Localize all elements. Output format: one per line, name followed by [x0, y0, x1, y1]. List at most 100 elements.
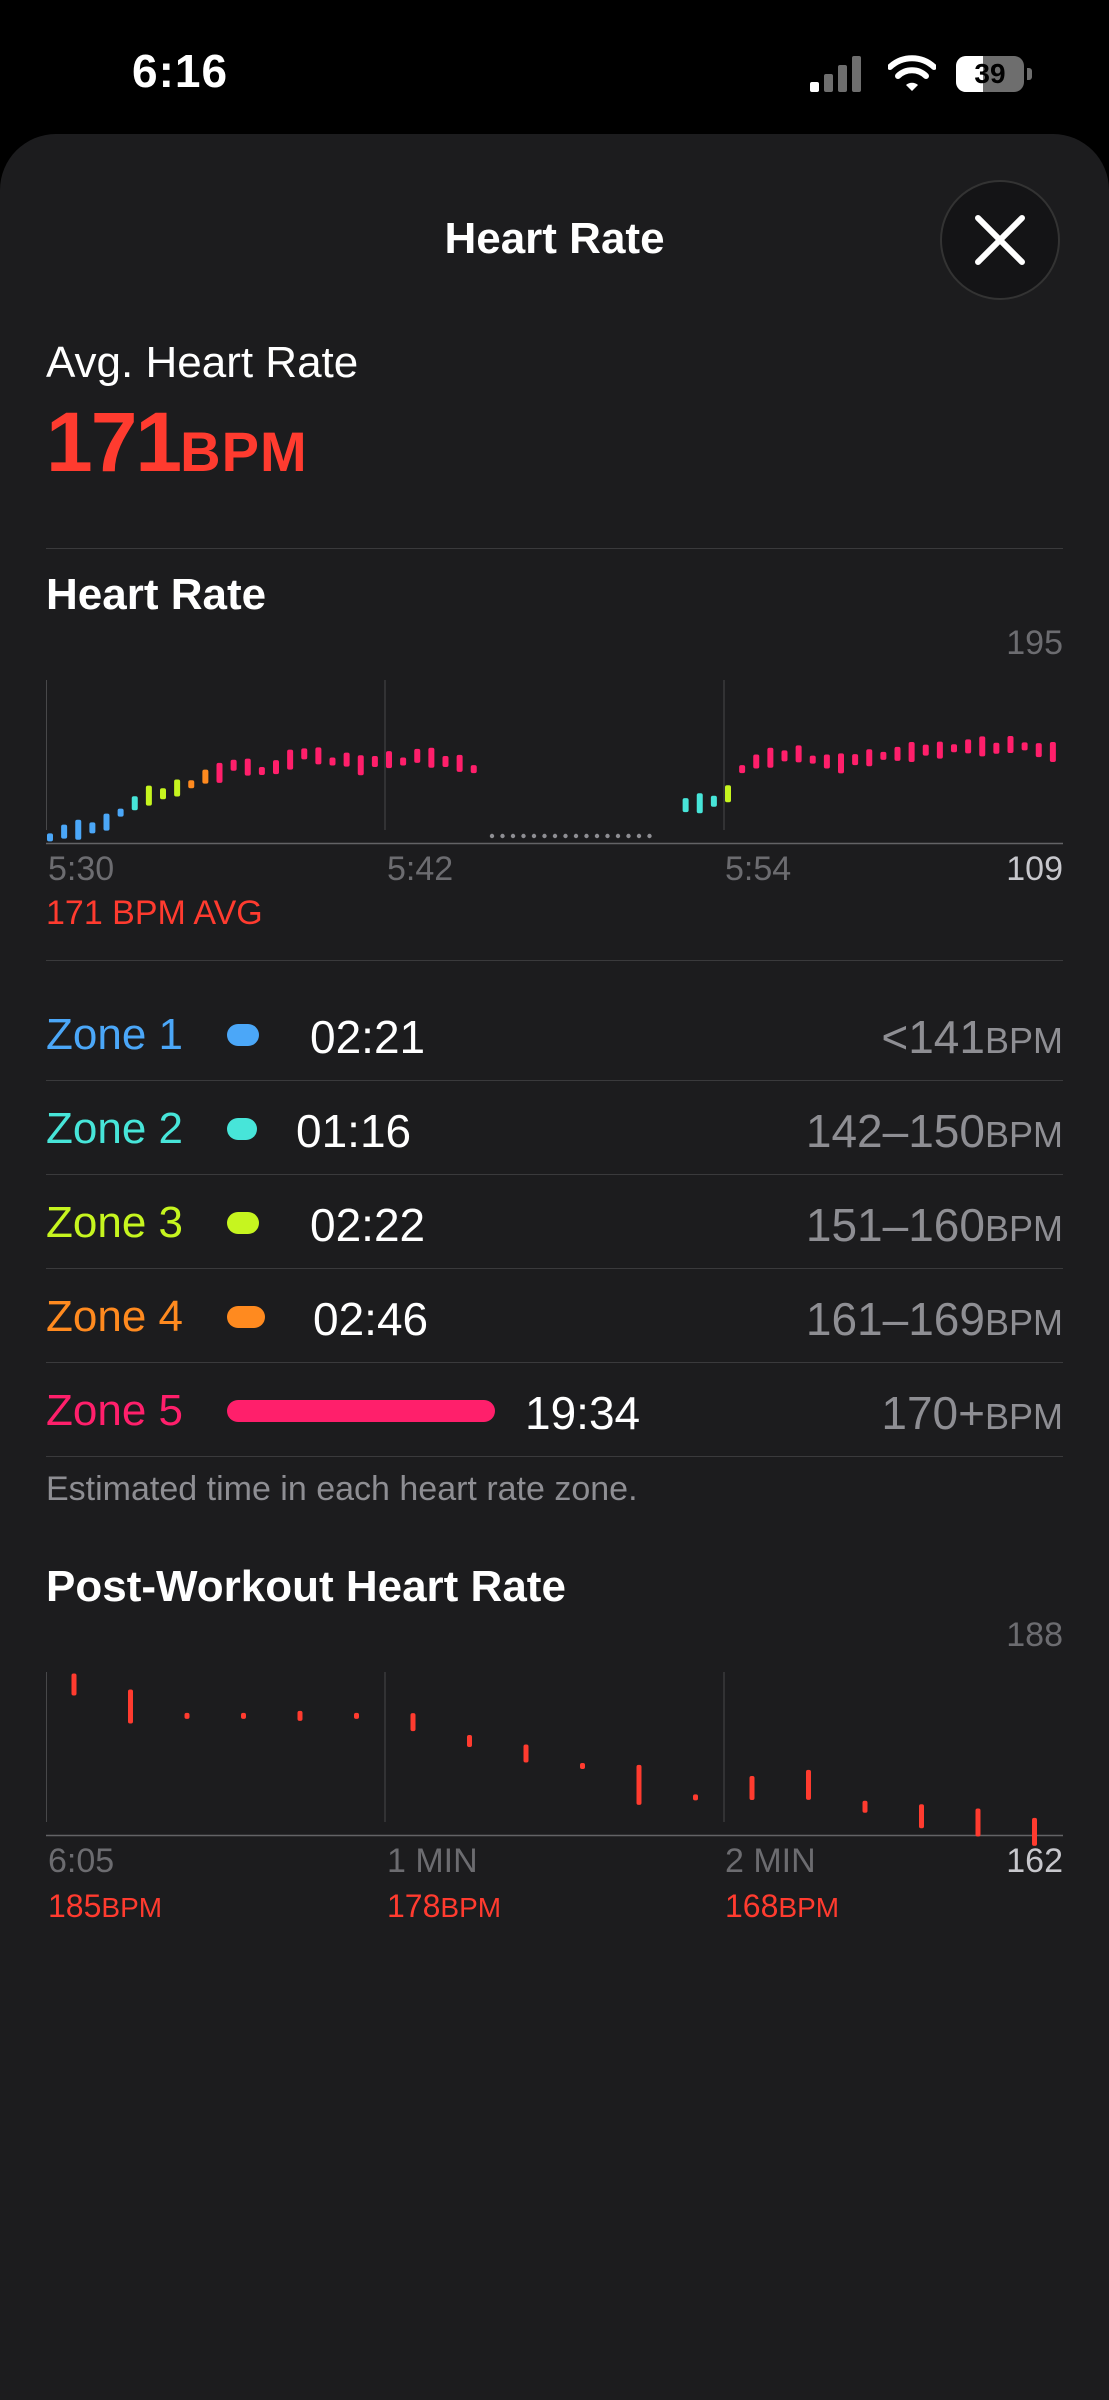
zone-range-unit: BPM	[984, 1114, 1063, 1155]
zone-row: Zone 4 02:46 161–169BPM	[46, 1270, 1063, 1363]
hr-data-point	[244, 758, 251, 776]
zones-footnote: Estimated time in each heart rate zone.	[46, 1470, 638, 1508]
hr-data-point	[979, 736, 986, 757]
paused-indicator-dot	[489, 833, 495, 839]
hr-data-point	[202, 769, 209, 784]
post-x-label-2: 1 MIN	[387, 1842, 478, 1880]
post-bpm-label-3: 168BPM	[725, 1888, 839, 1925]
hr-data-point	[371, 756, 378, 767]
zone-time: 19:34	[525, 1387, 641, 1439]
avg-value-unit: BPM	[180, 420, 308, 483]
post-y-max-label: 188	[1006, 1616, 1063, 1654]
hr-data-point	[470, 765, 477, 774]
hr-data-point	[1035, 743, 1042, 758]
paused-indicator-dot	[584, 833, 589, 839]
paused-indicator-dot	[510, 833, 516, 839]
avg-heart-rate-value: 171BPM	[46, 394, 308, 491]
divider	[46, 960, 1063, 961]
hr-data-point	[795, 745, 802, 763]
zone-range-value: 170+	[881, 1387, 985, 1439]
avg-heart-rate-label: Avg. Heart Rate	[46, 338, 359, 387]
post-bpm-unit: BPM	[440, 1892, 502, 1923]
hr-data-point	[357, 755, 364, 776]
post-hr-data-point	[919, 1804, 924, 1829]
close-button[interactable]	[940, 180, 1060, 300]
battery-level: 39	[974, 58, 1006, 89]
post-x-label-1: 6:05	[48, 1842, 115, 1880]
hr-data-point	[739, 765, 746, 774]
zone-time: 02:22	[310, 1199, 426, 1251]
zone-bar	[227, 1400, 495, 1422]
sheet-title: Heart Rate	[444, 214, 665, 263]
post-hr-data-point	[749, 1775, 755, 1800]
battery-icon: 39	[956, 56, 1034, 92]
zone-range: <141BPM	[881, 1010, 1063, 1064]
zone-time: 01:16	[296, 1105, 412, 1157]
zone-bar	[227, 1212, 259, 1234]
zone-range: 170+BPM	[881, 1386, 1063, 1440]
post-bpm-label-2: 178BPM	[387, 1888, 501, 1925]
post-bpm-value: 178	[387, 1888, 441, 1924]
zone-range: 151–160BPM	[806, 1198, 1063, 1252]
hr-data-point	[75, 819, 82, 840]
zone-range-value: 151–160	[805, 1199, 985, 1251]
paused-indicator-dot	[552, 833, 558, 839]
zone-row: Zone 5 19:34 170+BPM	[46, 1364, 1063, 1457]
hr-data-point	[951, 744, 957, 753]
zone-row: Zone 3 02:22 151–160BPM	[46, 1176, 1063, 1269]
hr-data-point	[965, 739, 972, 754]
hr-data-point	[880, 751, 887, 760]
zone-row: Zone 1 02:21 <141BPM	[46, 988, 1063, 1081]
hr-data-point	[1049, 742, 1056, 763]
hr-data-point	[753, 754, 760, 769]
paused-indicator-dot	[594, 833, 600, 839]
hr-data-point	[103, 813, 110, 831]
heart-rate-section-title: Heart Rate	[46, 570, 267, 619]
zone-time: 02:46	[313, 1293, 429, 1345]
paused-indicator-dot	[573, 833, 579, 839]
hr-data-point	[301, 748, 308, 760]
divider	[46, 1080, 1063, 1081]
hr-avg-caption: 171 BPM AVG	[46, 894, 263, 932]
hr-data-point	[131, 796, 138, 811]
post-hr-data-point	[354, 1712, 360, 1719]
zone-range-unit: BPM	[984, 1020, 1063, 1061]
paused-indicator-dot	[647, 833, 652, 839]
post-bpm-unit: BPM	[101, 1892, 163, 1923]
heart-rate-chart[interactable]	[46, 680, 1063, 980]
zone-range-unit: BPM	[984, 1208, 1063, 1249]
divider	[46, 1174, 1063, 1175]
hr-data-point	[908, 742, 915, 763]
post-hr-data-point	[805, 1769, 811, 1800]
hr-x-label-3: 5:54	[725, 850, 792, 888]
hr-data-point	[216, 762, 223, 783]
hr-data-point	[894, 746, 901, 761]
hr-data-point	[258, 766, 265, 775]
hr-data-point	[1021, 742, 1028, 751]
hr-data-point	[456, 754, 463, 772]
hr-data-point	[922, 744, 929, 756]
post-x-label-3: 2 MIN	[725, 1842, 816, 1880]
hr-data-point	[329, 757, 336, 766]
hr-data-point	[61, 824, 68, 839]
hr-y-min-label: 109	[1006, 850, 1063, 888]
hr-data-point	[767, 747, 774, 768]
hr-data-point	[866, 749, 873, 767]
zone-name: Zone 2	[46, 1104, 183, 1153]
post-hr-data-point	[241, 1712, 246, 1719]
hr-data-point	[1007, 735, 1014, 753]
hr-data-point	[230, 759, 237, 771]
hr-data-point	[273, 760, 279, 775]
hr-data-point	[442, 756, 449, 767]
zone-range-value: <141	[881, 1011, 985, 1063]
status-bar: 6:16 39	[0, 0, 1109, 140]
heart-rate-chart-svg	[46, 680, 1063, 845]
paused-indicator-dot	[531, 833, 537, 839]
post-hr-data-point	[636, 1764, 642, 1805]
hr-data-point	[89, 822, 96, 834]
zone-range-value: 142–150	[805, 1105, 985, 1157]
zone-range: 161–169BPM	[806, 1292, 1063, 1346]
paused-indicator-dot	[521, 833, 526, 839]
zone-name: Zone 1	[46, 1010, 183, 1059]
post-workout-chart[interactable]	[46, 1672, 1063, 1972]
